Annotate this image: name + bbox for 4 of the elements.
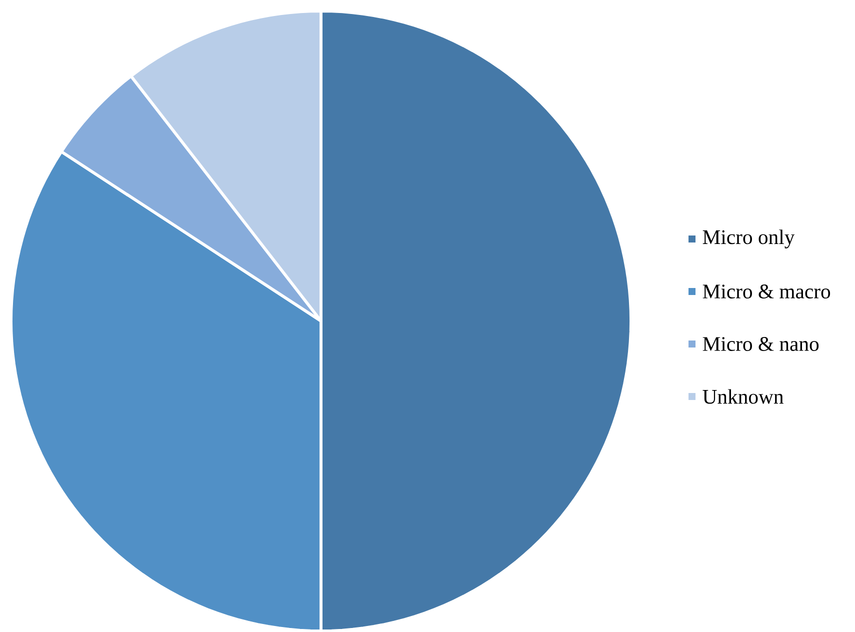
legend-label: Micro only xyxy=(702,229,795,248)
legend-label: Micro & nano xyxy=(702,336,819,351)
legend-label: Unknown xyxy=(702,388,784,404)
legend-label: Micro & macro xyxy=(702,284,830,298)
